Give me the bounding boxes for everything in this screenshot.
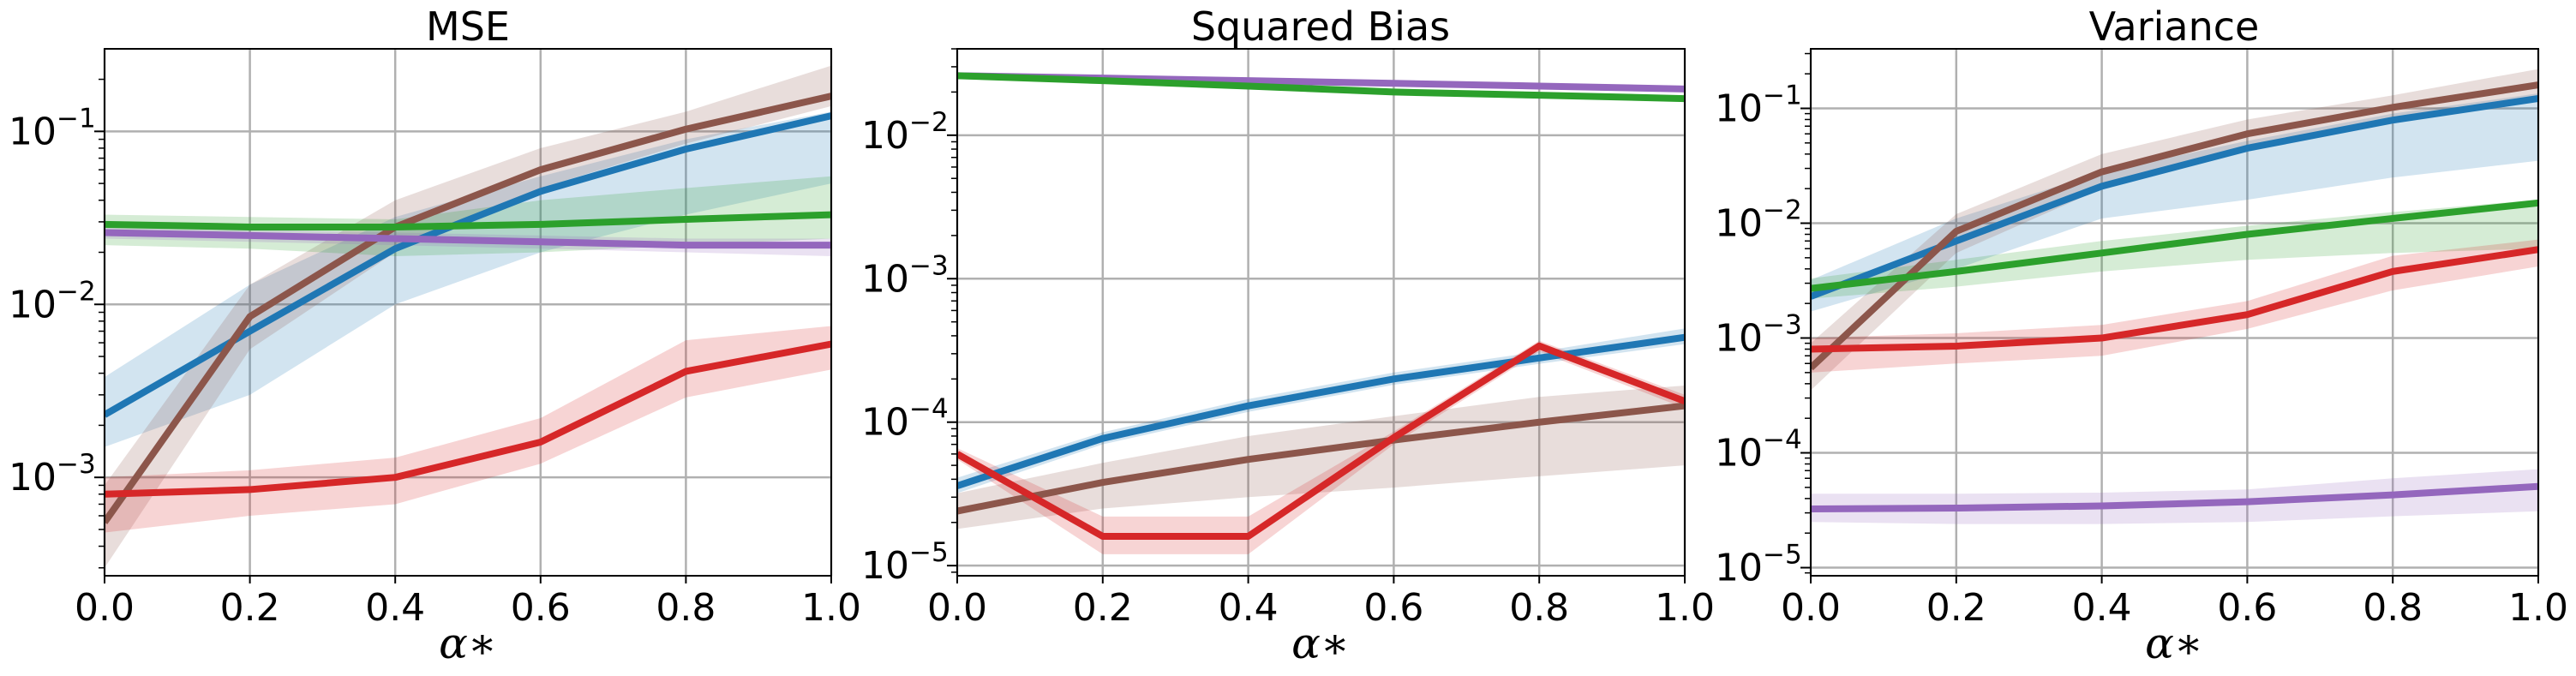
x-tick-label: 0.6: [511, 586, 571, 630]
x-tick-label: 0.8: [656, 586, 716, 630]
squared-bias-panel: Squared Bias α∗ 0.0 0.2 0.4 0.6 0.8 1.0 10−5 10…: [861, 3, 1715, 668]
brown-series-line: [105, 93, 831, 524]
brown-series-line: [957, 402, 1685, 515]
y-tick-label: 10−3: [1715, 310, 1802, 361]
y-tick-label: 10−2: [1715, 195, 1802, 246]
mse-panel: MSE α∗ 0.0 0.2 0.4 0.6 0.8 1.0 10−3 10−2 10−1: [9, 3, 861, 668]
x-tick-label: 0.6: [2217, 586, 2277, 630]
variance-panel: Variance α∗ 0.0 0.2 0.4 0.6 0.8 1.0 10−5 10−4 10…: [1715, 3, 2568, 668]
y-tick-label: 10−5: [1715, 540, 1802, 590]
green-series-line: [1811, 199, 2538, 292]
blue-series-band: [1811, 93, 2538, 312]
variance-panel-title: Variance: [2089, 3, 2260, 50]
y-tick-label: 10−3: [9, 449, 96, 500]
green-series-line: [105, 211, 831, 230]
y-tick-label: 10−5: [861, 537, 949, 588]
x-tick-label: 1.0: [1655, 586, 1715, 630]
red-series-band: [105, 326, 831, 533]
x-tick-label: 0.2: [1926, 586, 1986, 630]
x-tick-label: 0.2: [1073, 586, 1133, 630]
mse-x-axis-label: α∗: [439, 619, 497, 668]
squared-bias-x-axis-label: α∗: [1291, 619, 1350, 668]
squared-bias-plot-area: 0.0 0.2 0.4 0.6 0.8 1.0 10−5 10−4 10−3 10−2: [861, 48, 1715, 630]
plot-frame: [1810, 48, 2539, 577]
red-series-band: [1811, 239, 2538, 373]
mse-panel-title: MSE: [426, 3, 510, 50]
x-tick-label: 0.0: [75, 586, 135, 630]
x-tick-label: 0.8: [2363, 586, 2423, 630]
brown-series-band: [957, 385, 1685, 529]
variance-x-axis-label: α∗: [2145, 619, 2203, 668]
y-tick-label: 10−2: [861, 107, 949, 158]
y-tick-label: 10−1: [9, 103, 96, 153]
y-tick-label: 10−3: [861, 250, 949, 301]
purple-series-line: [105, 229, 831, 249]
x-tick-label: 0.4: [2072, 586, 2132, 630]
x-tick-label: 0.2: [220, 586, 280, 630]
red-series-line: [957, 342, 1685, 541]
blue-series-band: [105, 111, 831, 447]
plot-frame: [104, 48, 832, 577]
y-tick-label: 10−1: [1715, 80, 1802, 130]
y-tick-label: 10−2: [9, 276, 96, 326]
x-tick-label: 0.4: [365, 586, 425, 630]
x-tick-label: 0.0: [1781, 586, 1841, 630]
brown-series-line: [1811, 81, 2538, 371]
x-tick-label: 0.0: [927, 586, 987, 630]
y-tick-label: 10−4: [1715, 425, 1802, 476]
red-series-line: [1811, 246, 2538, 353]
x-tick-label: 1.0: [2508, 586, 2568, 630]
mse-plot-area: 0.0 0.2 0.4 0.6 0.8 1.0 10−3 10−2 10−1: [9, 48, 861, 630]
x-tick-label: 0.6: [1363, 586, 1423, 630]
green-series-line: [957, 72, 1685, 103]
x-tick-label: 1.0: [801, 586, 861, 630]
plot-background: [1811, 49, 2538, 576]
squared-bias-panel-title: Squared Bias: [1191, 3, 1450, 50]
x-tick-label: 0.4: [1219, 586, 1279, 630]
red-series-line: [105, 340, 831, 498]
variance-plot-area: 0.0 0.2 0.4 0.6 0.8 1.0 10−5 10−4 10−3 10−2 10−1: [1715, 48, 2568, 630]
x-tick-label: 0.8: [1509, 586, 1569, 630]
purple-series-line: [1811, 482, 2538, 512]
y-tick-label: 10−4: [861, 394, 949, 445]
plot-frame: [956, 48, 1686, 577]
